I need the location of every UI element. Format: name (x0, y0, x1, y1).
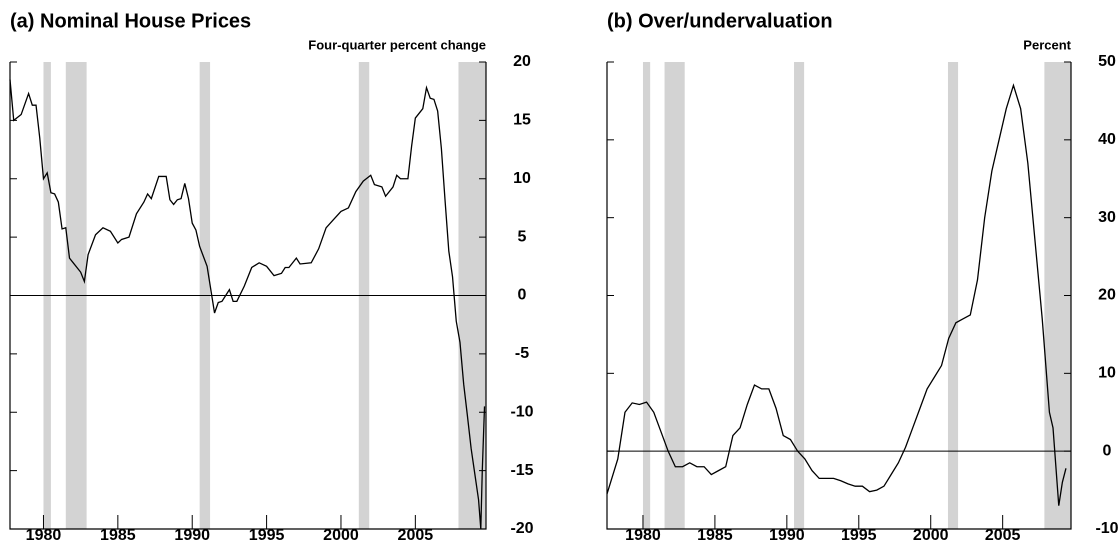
data-line (606, 83, 1067, 506)
y-tick-label: 0 (1103, 442, 1112, 459)
x-tick-label: 1980 (625, 527, 661, 542)
y-tick-label: 40 (1098, 131, 1116, 148)
x-tick-label: 1995 (249, 527, 285, 542)
data-line (9, 79, 486, 530)
x-tick-label: 2005 (985, 527, 1021, 542)
x-tick-label: 2005 (398, 527, 434, 542)
x-tick-label: 2000 (913, 527, 949, 542)
y-tick-label: -15 (510, 462, 533, 479)
plot-frame (9, 62, 487, 530)
chart-title: (b) Over/undervaluation (607, 10, 833, 32)
y-tick-label: -10 (1095, 520, 1118, 537)
y-tick-label: -20 (510, 520, 533, 537)
plot-frame (606, 62, 1072, 530)
y-tick-label: 20 (513, 53, 531, 70)
x-tick-label: 2000 (323, 527, 359, 542)
y-tick-label: 5 (518, 228, 527, 245)
x-tick-label: 1995 (841, 527, 877, 542)
x-tick-label: 1985 (100, 527, 136, 542)
y-axis-label: Four-quarter percent change (308, 37, 486, 52)
y-tick-label: 20 (1098, 287, 1116, 304)
y-tick-label: -10 (510, 403, 533, 420)
y-tick-label: 30 (1098, 209, 1116, 226)
y-tick-label: -5 (515, 345, 529, 362)
recession-band (794, 62, 805, 529)
recession-band (642, 62, 651, 529)
x-tick-label: 1985 (697, 527, 733, 542)
y-tick-label: 10 (1098, 365, 1116, 382)
y-axis-label: Percent (1023, 37, 1071, 52)
y-tick-label: 0 (518, 287, 527, 304)
x-tick-label: 1990 (769, 527, 805, 542)
y-tick-label: 10 (513, 170, 531, 187)
y-tick-label: 50 (1098, 53, 1116, 70)
x-tick-label: 1990 (174, 527, 210, 542)
recession-band (664, 62, 685, 529)
x-tick-label: 1980 (26, 527, 62, 542)
recession-band (947, 62, 959, 529)
chart-title: (a) Nominal House Prices (10, 10, 251, 32)
y-tick-label: 15 (513, 112, 531, 129)
